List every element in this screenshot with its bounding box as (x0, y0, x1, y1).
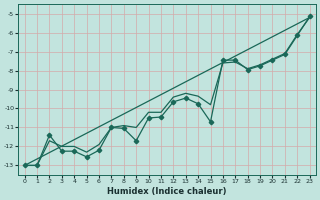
X-axis label: Humidex (Indice chaleur): Humidex (Indice chaleur) (108, 187, 227, 196)
